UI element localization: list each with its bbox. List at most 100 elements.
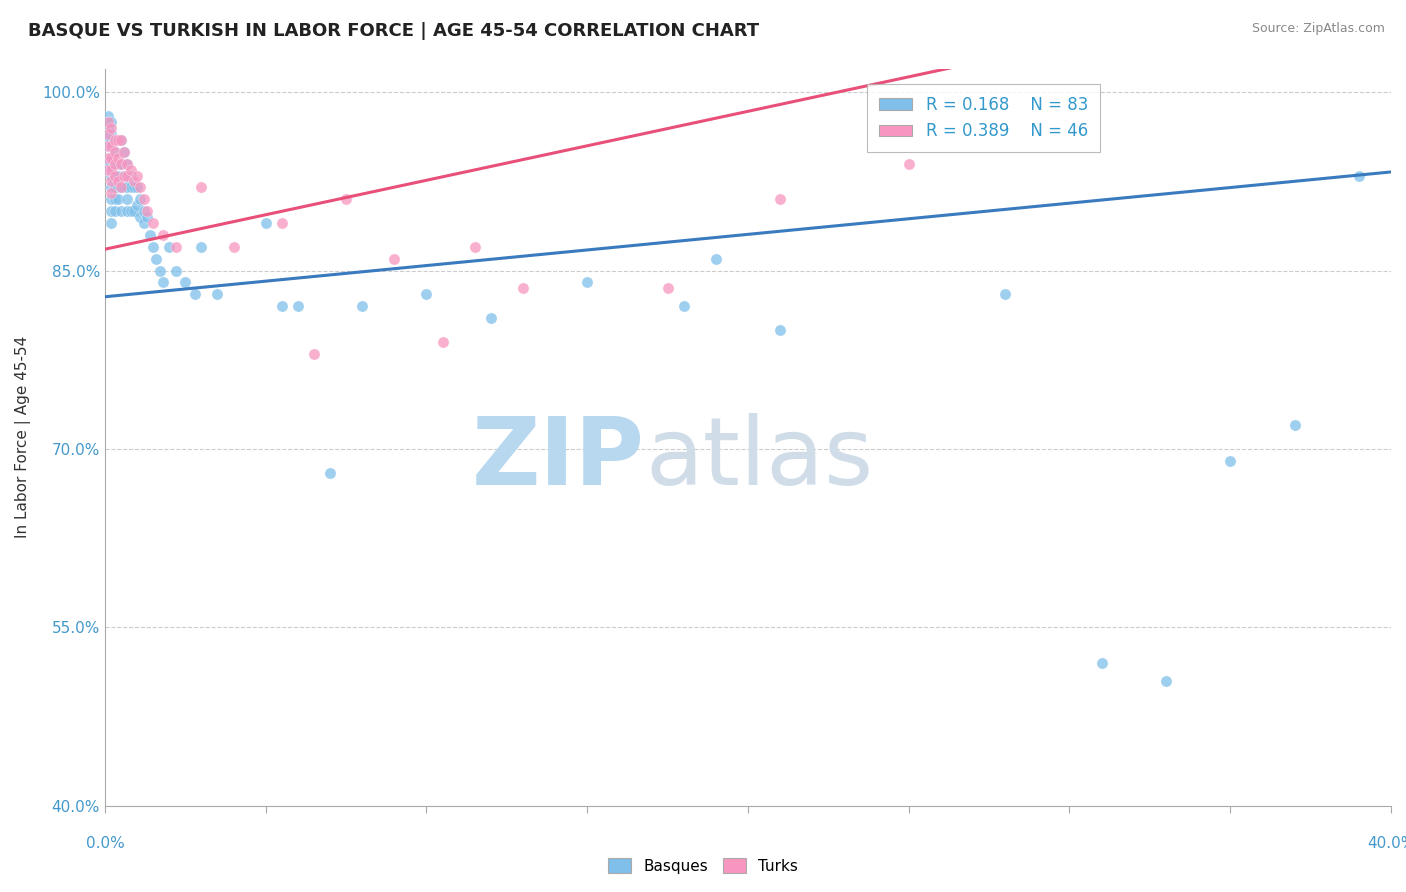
Point xyxy=(110,156,132,170)
Point xyxy=(135,204,157,219)
Point xyxy=(287,299,309,313)
Point xyxy=(382,252,405,266)
Point xyxy=(100,156,122,170)
Point xyxy=(97,127,120,141)
Point xyxy=(104,145,127,159)
Point xyxy=(107,133,129,147)
Point xyxy=(100,192,122,206)
Point xyxy=(352,299,374,313)
Point xyxy=(100,151,122,165)
Point xyxy=(97,138,120,153)
Point xyxy=(769,192,792,206)
Point xyxy=(100,127,122,141)
Point xyxy=(107,174,129,188)
Point xyxy=(122,174,145,188)
Point xyxy=(107,156,129,170)
Point xyxy=(1284,418,1306,433)
Point xyxy=(132,204,155,219)
Point xyxy=(190,180,212,194)
Point xyxy=(120,204,142,219)
Point xyxy=(319,466,342,480)
Text: 40.0%: 40.0% xyxy=(1367,836,1406,851)
Point xyxy=(112,145,135,159)
Point xyxy=(464,240,486,254)
Point xyxy=(576,276,599,290)
Point xyxy=(110,204,132,219)
Point xyxy=(129,192,152,206)
Text: BASQUE VS TURKISH IN LABOR FORCE | AGE 45-54 CORRELATION CHART: BASQUE VS TURKISH IN LABOR FORCE | AGE 4… xyxy=(28,22,759,40)
Point xyxy=(129,210,152,224)
Point xyxy=(100,138,122,153)
Point xyxy=(994,287,1017,301)
Point xyxy=(132,216,155,230)
Legend: Basques, Turks: Basques, Turks xyxy=(602,852,804,880)
Point xyxy=(127,198,149,212)
Point xyxy=(100,180,122,194)
Point xyxy=(97,133,120,147)
Point xyxy=(100,120,122,135)
Point xyxy=(157,240,180,254)
Point xyxy=(97,115,120,129)
Legend: R = 0.168    N = 83, R = 0.389    N = 46: R = 0.168 N = 83, R = 0.389 N = 46 xyxy=(868,84,1099,152)
Point xyxy=(112,180,135,194)
Point xyxy=(97,151,120,165)
Point xyxy=(100,151,122,165)
Point xyxy=(1091,656,1114,670)
Point xyxy=(117,169,139,183)
Point xyxy=(657,281,679,295)
Point xyxy=(104,156,127,170)
Point xyxy=(97,115,120,129)
Point xyxy=(127,169,149,183)
Point xyxy=(97,151,120,165)
Point xyxy=(122,204,145,219)
Point xyxy=(1347,169,1369,183)
Point xyxy=(104,145,127,159)
Point xyxy=(184,287,207,301)
Point xyxy=(222,240,245,254)
Point xyxy=(127,180,149,194)
Point xyxy=(100,133,122,147)
Point xyxy=(117,192,139,206)
Point xyxy=(174,276,197,290)
Point xyxy=(165,263,187,277)
Text: ZIP: ZIP xyxy=(472,413,645,505)
Point xyxy=(110,156,132,170)
Point xyxy=(112,169,135,183)
Point xyxy=(104,180,127,194)
Point xyxy=(107,192,129,206)
Point xyxy=(1154,673,1177,688)
Point xyxy=(97,120,120,135)
Point xyxy=(129,180,152,194)
Text: atlas: atlas xyxy=(645,413,873,505)
Point xyxy=(100,162,122,177)
Point xyxy=(142,240,165,254)
Text: 0.0%: 0.0% xyxy=(86,836,124,851)
Point xyxy=(110,133,132,147)
Point xyxy=(190,240,212,254)
Point xyxy=(149,263,172,277)
Point xyxy=(112,169,135,183)
Point xyxy=(104,133,127,147)
Point xyxy=(254,216,277,230)
Y-axis label: In Labor Force | Age 45-54: In Labor Force | Age 45-54 xyxy=(15,336,31,538)
Point xyxy=(142,216,165,230)
Point xyxy=(100,138,122,153)
Point xyxy=(897,156,920,170)
Point xyxy=(104,169,127,183)
Point xyxy=(100,216,122,230)
Point xyxy=(704,252,727,266)
Point xyxy=(152,276,174,290)
Point xyxy=(117,204,139,219)
Point xyxy=(302,347,325,361)
Text: Source: ZipAtlas.com: Source: ZipAtlas.com xyxy=(1251,22,1385,36)
Point xyxy=(104,192,127,206)
Point xyxy=(415,287,437,301)
Point xyxy=(117,156,139,170)
Point xyxy=(120,180,142,194)
Point xyxy=(479,311,502,326)
Point xyxy=(97,109,120,123)
Point xyxy=(104,133,127,147)
Point xyxy=(100,169,122,183)
Point xyxy=(107,180,129,194)
Point xyxy=(104,156,127,170)
